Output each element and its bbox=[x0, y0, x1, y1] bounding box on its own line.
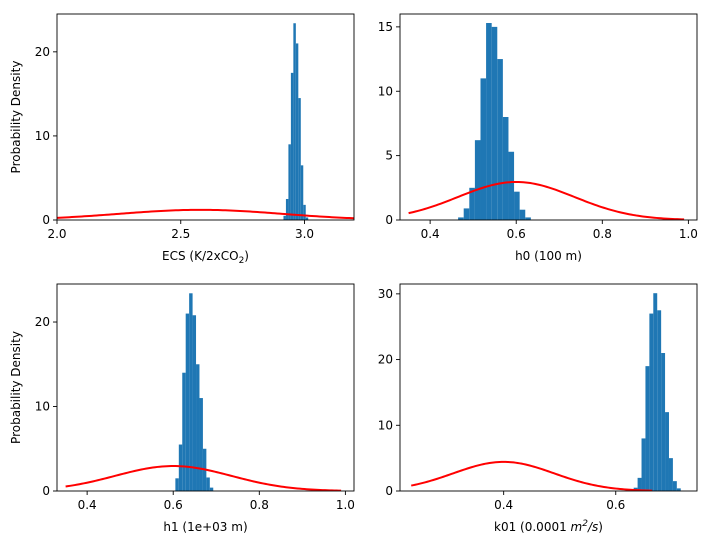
histogram-bar bbox=[298, 98, 301, 220]
panel-ecs: 2.0 2.5 3.0 0 10 20 ECS (K/2xCO2) Probability D… bbox=[9, 13, 355, 266]
x-tick-label: 0.6 bbox=[606, 498, 625, 512]
x-tick-label: 2.0 bbox=[47, 227, 66, 241]
histogram-bar bbox=[676, 488, 681, 491]
plot-area bbox=[408, 23, 685, 220]
histogram-bar bbox=[653, 293, 658, 491]
x-tick-label: 0.4 bbox=[78, 498, 97, 512]
y-tick-label: 0 bbox=[42, 213, 50, 227]
histogram-bar bbox=[295, 43, 299, 220]
x-tick-label: 2.5 bbox=[171, 227, 190, 241]
histogram-bar bbox=[283, 215, 286, 220]
y-tick-label: 20 bbox=[35, 45, 50, 59]
histogram-bar bbox=[458, 217, 464, 220]
histogram-bar bbox=[196, 364, 200, 491]
y-tick-label: 0 bbox=[385, 484, 393, 498]
x-tick-label: 0.6 bbox=[164, 498, 183, 512]
histogram-bar bbox=[293, 23, 296, 220]
histogram-bar bbox=[288, 144, 291, 220]
histogram-bar bbox=[645, 366, 650, 491]
histogram-bar bbox=[178, 444, 183, 491]
histogram-bar bbox=[474, 140, 481, 220]
plot-area bbox=[65, 293, 342, 491]
y-tick-label: 0 bbox=[385, 213, 393, 227]
y-tick-label: 0 bbox=[42, 484, 50, 498]
histogram-bar bbox=[303, 204, 306, 220]
axes-frame bbox=[56, 283, 355, 492]
y-tick-label: 15 bbox=[378, 20, 393, 34]
y-tick-label: 20 bbox=[378, 353, 393, 367]
x-tick-label: 0.4 bbox=[494, 498, 513, 512]
axes-frame bbox=[56, 13, 355, 221]
prior-curve bbox=[411, 460, 653, 491]
histogram-bar bbox=[175, 478, 179, 491]
histogram-bar bbox=[637, 477, 642, 491]
prior-curve bbox=[65, 465, 342, 491]
histogram-bar bbox=[514, 191, 520, 220]
histogram-bar bbox=[206, 477, 210, 491]
plot-area bbox=[57, 23, 354, 220]
histogram-bar bbox=[519, 209, 526, 220]
y-tick-label: 10 bbox=[378, 84, 393, 98]
histogram-bar bbox=[497, 59, 503, 220]
prior-curve bbox=[408, 180, 685, 220]
prior-curve bbox=[57, 208, 354, 220]
histogram-bar bbox=[672, 481, 677, 491]
histogram-bar bbox=[290, 72, 294, 220]
x-axis-label: h0 (100 m) bbox=[515, 249, 582, 263]
x-tick-label: 0.6 bbox=[507, 227, 526, 241]
panel-h0: 0.4 0.6 0.8 1.0 0 5 10 15 h0 (100 m) bbox=[378, 13, 698, 263]
histogram-bar bbox=[641, 438, 646, 491]
histogram-bar bbox=[463, 208, 470, 220]
y-tick-label: 10 bbox=[378, 418, 393, 432]
y-axis-label: Probability Density bbox=[9, 331, 23, 444]
histogram-bar bbox=[525, 217, 531, 220]
x-tick-label: 1.0 bbox=[336, 498, 355, 512]
histogram-bar bbox=[668, 458, 673, 491]
x-tick-label: 0.4 bbox=[421, 227, 440, 241]
x-axis-label: k01 (0.0001 m2/s) bbox=[494, 519, 603, 534]
y-tick-label: 20 bbox=[35, 315, 50, 329]
histogram-bar bbox=[491, 26, 498, 220]
histogram-bar bbox=[189, 293, 193, 491]
histogram-bar bbox=[486, 23, 492, 220]
histogram-bar bbox=[502, 117, 509, 220]
x-axis-label: ECS (K/2xCO2) bbox=[162, 249, 249, 266]
histogram-bar bbox=[199, 398, 203, 491]
histogram-bar bbox=[657, 310, 662, 491]
x-tick-label: 0.8 bbox=[250, 498, 269, 512]
histogram-bar bbox=[469, 187, 475, 220]
y-tick-label: 10 bbox=[35, 400, 50, 414]
histogram-bar bbox=[480, 78, 487, 220]
y-tick-label: 5 bbox=[385, 149, 393, 163]
axes-frame bbox=[399, 283, 698, 492]
histogram-bar bbox=[209, 487, 214, 491]
histogram-bar bbox=[305, 217, 309, 220]
x-tick-label: 3.0 bbox=[295, 227, 314, 241]
histogram-bar bbox=[192, 315, 197, 491]
histogram-bar bbox=[185, 313, 190, 491]
x-tick-label: 0.8 bbox=[593, 227, 612, 241]
panel-k01: 0.4 0.6 0 10 20 30 k01 (0.0001 m2/s) bbox=[378, 283, 698, 534]
panel-h1: 0.4 0.6 0.8 1.0 0 10 20 h1 (1e+03 m) Probability… bbox=[9, 283, 355, 534]
y-axis-label: Probability Density bbox=[9, 61, 23, 174]
histogram-bar bbox=[285, 198, 289, 220]
histogram-bar bbox=[182, 372, 186, 491]
axes-frame bbox=[399, 13, 698, 221]
y-tick-label: 10 bbox=[35, 129, 50, 143]
plot-area bbox=[411, 293, 681, 491]
histogram-bar bbox=[649, 313, 654, 491]
x-axis-label: h1 (1e+03 m) bbox=[163, 520, 247, 534]
histogram-bar bbox=[508, 151, 515, 220]
x-tick-label: 1.0 bbox=[679, 227, 698, 241]
histogram-bar bbox=[300, 165, 304, 220]
y-tick-label: 30 bbox=[378, 287, 393, 301]
histogram-bar bbox=[661, 353, 666, 491]
histogram-bar bbox=[665, 412, 669, 491]
